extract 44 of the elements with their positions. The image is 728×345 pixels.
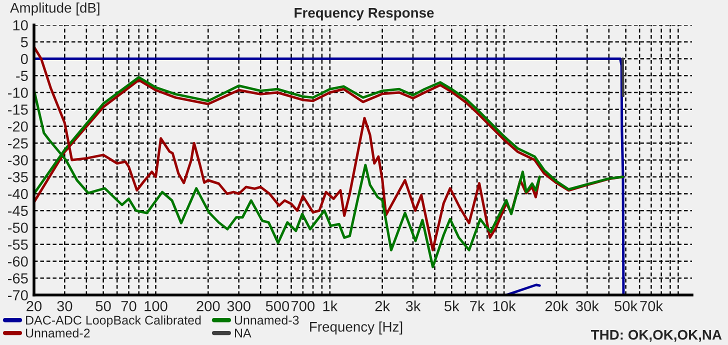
x-tick-label: 70k — [640, 300, 664, 312]
y-tick-label: -5 — [16, 70, 28, 82]
x-tick-label: 2k — [375, 300, 390, 312]
legend-label: NA — [234, 328, 252, 338]
y-tick-label: -20 — [8, 121, 28, 132]
y-tick-label: 10 — [13, 20, 28, 30]
text: THD: OK,OK,OK,NA — [590, 330, 722, 342]
y-tick-label: -65 — [8, 273, 28, 284]
x-tick-label: 10k — [493, 300, 516, 312]
x-tick-label: 50 — [96, 300, 111, 312]
x-tick-label: 500 — [266, 300, 290, 312]
y-tick-label: -10 — [8, 88, 28, 98]
y-tick-label: -60 — [8, 256, 28, 267]
y-tick-label: 5 — [20, 37, 28, 48]
y-tick-label: -30 — [8, 155, 28, 166]
x-tick-label: 300 — [227, 300, 250, 312]
y-tick-label: -55 — [8, 240, 28, 250]
y-tick-label: -70 — [8, 290, 28, 300]
chart-title: Frequency Response — [294, 8, 434, 20]
x-tick-label: 200 — [196, 300, 220, 312]
y-tick-label: -40 — [8, 188, 28, 200]
y-tick-label: -25 — [8, 138, 28, 149]
y-tick-label: -50 — [8, 222, 28, 233]
x-tick-label: 20k — [545, 300, 568, 312]
y-tick-label: 0 — [20, 54, 28, 64]
y-tick-label: -35 — [8, 172, 28, 182]
y-tick-label: -45 — [8, 206, 28, 216]
y-tick-label: -15 — [8, 104, 28, 115]
x-tick-label: 1k — [323, 300, 338, 312]
x-tick-label: 70 — [121, 300, 136, 312]
x-tick-label: 3k — [406, 300, 421, 312]
x-tick-label: 30k — [576, 300, 599, 312]
legend-label: Unnamed-3 — [234, 315, 299, 325]
legend-label: Unnamed-2 — [26, 328, 90, 338]
x-tick-label: 700 — [291, 300, 315, 312]
legend-label: DAC-ADC LoopBack Calibrated — [26, 315, 201, 328]
y-axis-title: Amplitude [dB] — [10, 2, 100, 16]
x-tick-label: 20 — [26, 300, 42, 312]
x-tick-label: 50k — [614, 300, 638, 312]
x-tick-label: 100 — [144, 300, 168, 312]
x-axis-title: Frequency [Hz] — [310, 322, 402, 334]
x-tick-label: 5k — [444, 300, 460, 312]
x-tick-label: 30 — [57, 300, 72, 312]
x-tick-label: 7k — [470, 300, 485, 312]
